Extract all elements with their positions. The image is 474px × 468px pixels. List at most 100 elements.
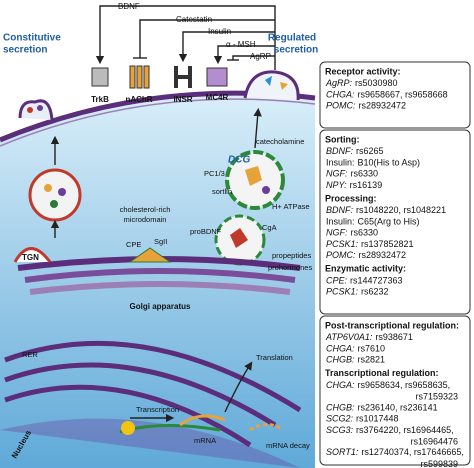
variant: rs28932472 <box>359 101 407 111</box>
entry: BDNF: rs1048220, rs1048221 <box>326 206 446 216</box>
tgn-bud <box>13 247 52 263</box>
variant: rs7159323 <box>415 392 458 402</box>
label: sortlin <box>212 187 232 196</box>
entry: CHGA: rs9658667, rs9658668 <box>326 90 448 100</box>
label: Transcription <box>136 405 179 414</box>
ligand-label: α - MSH <box>226 40 256 49</box>
entry: Insulin: B10(His to Asp) <box>326 158 420 168</box>
variant: rs3764220, rs16964465, <box>356 425 454 435</box>
constitutive-vesicle <box>28 168 82 222</box>
receptor-label: MC4R <box>206 93 229 102</box>
arrow <box>253 107 262 149</box>
variant: rs12740374, rs17646665, <box>361 448 464 458</box>
variant: rs6265 <box>356 147 384 157</box>
gene-name: CHGB: <box>326 403 355 413</box>
entry: NGF: rs6330 <box>326 228 378 238</box>
gene-name: PCSK1: <box>326 239 359 249</box>
receptors <box>91 65 228 89</box>
entry: POMC: rs28932472 <box>326 250 406 260</box>
cargo <box>44 184 52 192</box>
gene-name: SCG2: <box>326 414 354 424</box>
label: Regulated <box>268 33 316 44</box>
variant: rs6232 <box>361 287 389 297</box>
label: microdomain <box>124 215 167 224</box>
section-title: Post-transcriptional regulation: <box>325 320 459 330</box>
cargo <box>280 82 288 90</box>
cargo <box>262 186 270 194</box>
receptor-label: TrkB <box>91 95 109 104</box>
section-title: Receptor activity: <box>325 66 401 76</box>
label: TGN <box>22 253 39 262</box>
label: propeptides <box>272 251 311 260</box>
label: H+ ATPase <box>272 202 310 211</box>
variant: rs16964476 <box>410 436 458 446</box>
mrna-strand <box>179 414 226 427</box>
gene-name: BDNF: <box>326 147 353 157</box>
ligand-label: Insulin <box>208 27 231 36</box>
entry: CHGB: rs236140, rs236141 <box>326 403 438 413</box>
variant: rs6330 <box>351 228 379 238</box>
label: proBDNF <box>190 227 222 236</box>
variant: rs2821 <box>358 355 386 365</box>
transcription-factor <box>121 421 135 435</box>
gene-name: PCSK1: <box>326 287 359 297</box>
section-title: Transcriptional regulation: <box>325 368 439 378</box>
rer <box>4 340 302 448</box>
cargo <box>230 228 248 248</box>
variant: rs7610 <box>358 344 386 354</box>
cargo <box>27 107 33 113</box>
nucleus <box>0 418 300 468</box>
box <box>319 129 471 315</box>
variant: rs938671 <box>375 333 413 343</box>
entry: CPE: rs144727363 <box>326 276 403 286</box>
entry: AgRP: rs5030980 <box>325 79 398 89</box>
membrane-inner <box>0 98 316 147</box>
entry-label: Insulin: <box>326 158 355 168</box>
ligand-arrows <box>95 5 276 70</box>
label: RER <box>22 350 38 359</box>
label: catecholamine <box>256 137 304 146</box>
gene-name: NGF: <box>326 169 348 179</box>
variant: rs9658634, rs9658635, <box>358 380 451 390</box>
entry: CHGA: rs9658634, rs9658635, <box>326 380 450 390</box>
ligand-label: Catestatin <box>176 15 212 24</box>
gene-name: BDNF: <box>326 206 353 216</box>
gene-name: SORT1: <box>326 448 359 458</box>
section-title: Processing: <box>325 193 377 203</box>
exocytosis-vesicle <box>18 99 54 121</box>
gene-name: NGF: <box>326 228 348 238</box>
dcg-fusion <box>243 70 300 101</box>
label: cholesterol-rich <box>120 205 171 214</box>
label: Constitutive <box>3 33 61 44</box>
entry: SCG2: rs1017448 <box>326 414 399 424</box>
label: DCG <box>228 155 250 166</box>
variant: rs28932472 <box>359 250 407 260</box>
label: PC1/3 <box>204 169 225 178</box>
label: Golgi apparatus <box>130 302 191 311</box>
entry: NGF: rs6330 <box>326 169 378 179</box>
variant: rs16139 <box>350 180 383 190</box>
cargo <box>245 166 262 186</box>
receptor-label: nAChR <box>125 95 152 104</box>
mrna-decay-strand <box>249 423 281 432</box>
label: prohormones <box>268 263 312 272</box>
gene-name: POMC: <box>326 101 356 111</box>
label: secretion <box>274 45 318 56</box>
variant: rs1048220, rs1048221 <box>356 206 446 216</box>
gene-name: CHGA: <box>326 380 355 390</box>
gene-name: ATP6V0A1: <box>325 333 373 343</box>
variant: B10(His to Asp) <box>358 158 421 168</box>
ligand-label: AgRP <box>250 52 271 61</box>
gene-name: CHGA: <box>326 344 355 354</box>
cargo <box>265 76 272 86</box>
gene-name: POMC: <box>326 250 356 260</box>
gene-name: CHGA: <box>326 90 355 100</box>
entry: ATP6V0A1: rs938671 <box>325 333 413 343</box>
arrow <box>224 361 253 413</box>
box <box>319 315 471 466</box>
variant: rs144727363 <box>350 276 403 286</box>
section-title: Enzymatic activity: <box>325 264 406 274</box>
cargo-cluster <box>128 247 172 263</box>
gene-name: CPE: <box>326 276 348 286</box>
gene-name: AgRP: <box>325 79 353 89</box>
